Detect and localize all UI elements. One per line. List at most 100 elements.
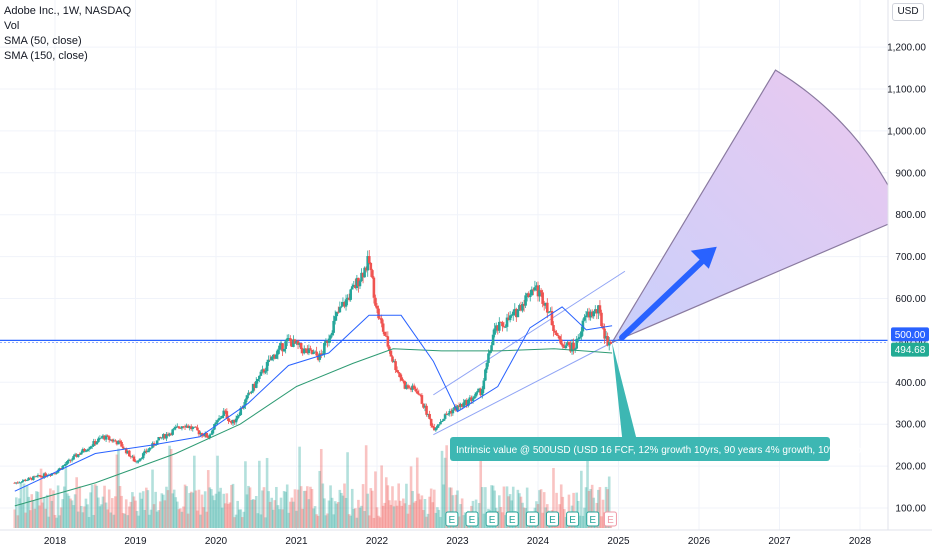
- y-tick-label: 800.00: [895, 210, 926, 221]
- volume-bar: [349, 515, 352, 528]
- candle-body: [109, 439, 113, 441]
- candle-body: [32, 476, 35, 480]
- time-axis-bg: [0, 530, 932, 550]
- volume-bar: [168, 445, 171, 528]
- volume-bar: [423, 499, 427, 528]
- volume-bar: [92, 514, 96, 528]
- volume-bar: [131, 492, 134, 528]
- volume-bar: [154, 491, 157, 528]
- candle-body: [496, 325, 500, 331]
- candle-body: [41, 476, 44, 478]
- candle-body: [155, 440, 159, 445]
- volume-bar: [137, 515, 140, 528]
- volume-bar: [72, 505, 75, 528]
- candle-body: [110, 439, 114, 442]
- volume-bar: [597, 489, 600, 528]
- candle-body: [282, 348, 286, 352]
- candle-body: [264, 371, 267, 373]
- volume-bar: [295, 510, 298, 528]
- candle-body: [364, 267, 368, 271]
- trend-channel[interactable]: [0, 270, 888, 436]
- annotation-callout[interactable]: Intrinsic value @ 500USD (USD 16 FCF, 12…: [450, 342, 899, 461]
- earnings-letter: E: [509, 515, 516, 526]
- candle-body: [555, 332, 558, 336]
- candle-body: [559, 339, 563, 345]
- candle-body: [453, 407, 456, 410]
- y-tick-label: 1,200.00: [887, 43, 926, 54]
- candle-body: [27, 477, 30, 481]
- price-axis[interactable]: 100.00 200.00 300.00 400.00 500.00 600.00 700.…: [887, 43, 926, 515]
- callout-pointer: [612, 342, 637, 437]
- volume-bar: [83, 506, 86, 528]
- candle-body: [386, 336, 390, 347]
- legend-sma150[interactable]: SMA (150, close): [4, 50, 88, 62]
- legend-vol[interactable]: Vol: [4, 20, 20, 32]
- volume-bar: [112, 514, 116, 528]
- x-tick-label: 2027: [768, 536, 791, 547]
- volume-bar: [271, 509, 275, 528]
- candle-body: [409, 387, 413, 390]
- volume-bar: [364, 445, 368, 528]
- candle-body: [197, 430, 201, 435]
- volume-bar: [307, 499, 311, 528]
- volume-bar: [121, 512, 125, 528]
- volume-bar: [504, 515, 507, 528]
- candle-body: [484, 369, 487, 381]
- volume-bar: [442, 484, 445, 528]
- candle-body: [445, 414, 448, 415]
- volume-bar: [193, 455, 196, 528]
- volume-bar: [285, 484, 289, 528]
- volume-bar: [174, 497, 178, 528]
- volume-bar: [196, 510, 199, 528]
- volume-bar: [586, 459, 589, 528]
- candle-body: [477, 388, 481, 391]
- candle-body: [307, 348, 311, 354]
- candle-body: [405, 385, 408, 389]
- candle-body: [236, 415, 239, 419]
- candle-body: [360, 272, 363, 282]
- earnings-icon: [545, 511, 559, 527]
- candle-body: [168, 433, 171, 436]
- volume-bar: [405, 483, 408, 528]
- candle-body: [485, 362, 489, 370]
- candle-body: [532, 289, 535, 291]
- candle-body: [468, 397, 472, 400]
- symbol-title[interactable]: Adobe Inc., 1W, NASDAQ: [4, 5, 132, 17]
- volume-bar: [279, 497, 283, 528]
- candle-body: [103, 435, 106, 440]
- volume-bar: [276, 505, 280, 528]
- volume-bar: [524, 508, 527, 528]
- y-tick-label: 400.00: [895, 378, 926, 389]
- earnings-icon: [603, 511, 617, 527]
- candle-body: [522, 303, 526, 306]
- candle-body: [69, 459, 72, 461]
- candle-body: [423, 405, 427, 408]
- legend-sma50[interactable]: SMA (50, close): [4, 35, 82, 47]
- candlesticks: [13, 250, 613, 485]
- volume-bar: [265, 457, 269, 528]
- volume-bar: [366, 493, 370, 528]
- volume-bar: [417, 493, 421, 528]
- candle-body: [121, 446, 125, 449]
- volume-bar: [278, 509, 281, 528]
- candle-body: [87, 448, 91, 450]
- candle-body: [61, 465, 65, 470]
- candle-body: [573, 348, 577, 350]
- currency-button[interactable]: USD: [892, 3, 924, 21]
- candle-body: [245, 395, 249, 400]
- volume-bar: [267, 491, 270, 528]
- volume-bar: [273, 500, 277, 528]
- candle-body: [53, 473, 57, 475]
- volume-bar: [326, 513, 329, 528]
- volume-bar: [141, 491, 145, 528]
- volume-bar: [374, 471, 377, 528]
- candle-body: [590, 311, 594, 317]
- up-arrow[interactable]: [619, 246, 717, 341]
- time-axis[interactable]: 2018 2019 2020 2021 2022 2023 2024 2025 2026 2027…: [44, 536, 872, 547]
- volume-bar: [25, 485, 29, 528]
- volume-bar: [589, 489, 592, 528]
- candle-body: [578, 337, 582, 339]
- volume-bar: [140, 498, 143, 528]
